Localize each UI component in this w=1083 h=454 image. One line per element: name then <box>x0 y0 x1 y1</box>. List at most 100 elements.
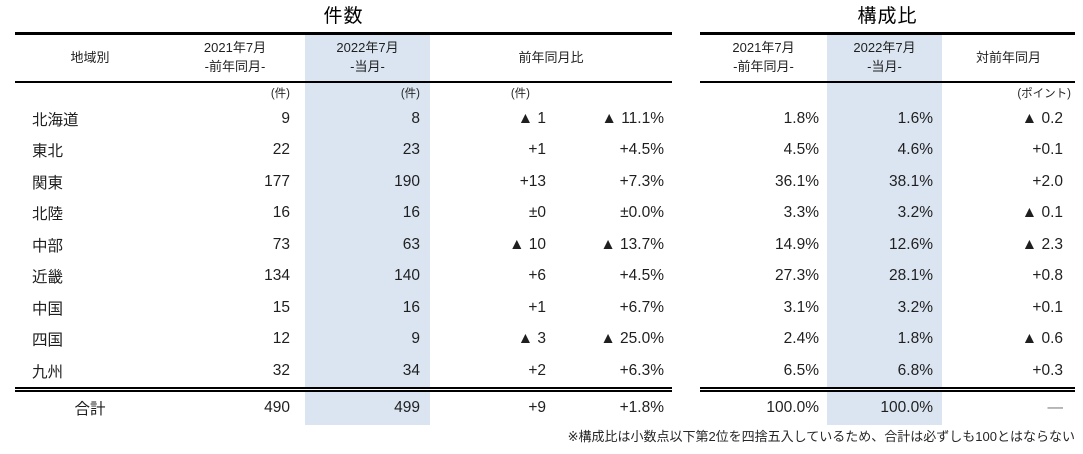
prev-month-count: 22 <box>272 141 290 159</box>
yoy-diff: +1 <box>528 298 546 316</box>
table-row: 27.3% 28.1% +0.8 <box>700 260 1075 292</box>
header-prev-month: 2021年7月 -前年同月- <box>203 40 267 74</box>
curr-month-count: 9 <box>305 323 430 355</box>
yoy-point-change: ▲ 0.1 <box>1021 204 1063 222</box>
yoy-point-change: +0.1 <box>1032 298 1063 316</box>
header-yoy: 前年同月比 <box>518 49 584 65</box>
yoy-diff: +9 <box>528 399 546 416</box>
prev-month-count: 12 <box>272 330 290 348</box>
unit-yoy: (件) <box>510 88 530 100</box>
header-change: 対前年同月 <box>975 49 1041 65</box>
table-row: 九州 32 34 +2 +6.3% <box>15 355 672 387</box>
table-row: 4.5% 4.6% +0.1 <box>700 134 1075 166</box>
prev-month-count: 134 <box>264 267 290 285</box>
table-row: 四国 12 9 ▲ 3 ▲ 25.0% <box>15 323 672 355</box>
curr-month-ratio: 1.6% <box>827 103 942 135</box>
table-row: 合計 490 499 +9 +1.8% <box>15 391 672 425</box>
table-row: 1.8% 1.6% ▲ 0.2 <box>700 103 1075 135</box>
table-row: 北陸 16 16 ±0 ±0.0% <box>15 197 672 229</box>
unit-prev: (件) <box>270 88 290 100</box>
curr-month-ratio: 100.0% <box>827 391 942 425</box>
ratio-table-total-row: 100.0% 100.0% — <box>700 386 1075 425</box>
yoy-diff: +13 <box>519 172 546 190</box>
yoy-point-change: +0.8 <box>1032 267 1063 285</box>
prev-month-count: 177 <box>264 172 290 190</box>
table-row: 北海道 9 8 ▲ 1 ▲ 11.1% <box>15 103 672 135</box>
prev-month-ratio: 1.8% <box>783 109 819 127</box>
region-label: 北陸 <box>32 206 64 224</box>
yoy-point-change: +0.3 <box>1032 361 1063 379</box>
curr-month-count: 140 <box>305 260 430 292</box>
prev-month-count: 32 <box>272 361 290 379</box>
prev-month-ratio: 3.1% <box>783 298 819 316</box>
ratio-table-body: 1.8% 1.6% ▲ 0.2 4.5% 4.6% +0.1 36.1% 38.1% +2.0 3… <box>700 103 1075 387</box>
curr-month-ratio: 6.8% <box>827 355 942 387</box>
region-label: 九州 <box>32 363 64 381</box>
header-curr-month: 2022年7月 -当月- <box>305 35 430 81</box>
curr-month-count: 63 <box>305 229 430 261</box>
unit-points: (ポイント) <box>1017 88 1071 100</box>
count-table-body: 北海道 9 8 ▲ 1 ▲ 11.1% 東北 22 23 +1 +4.5% 関東 177 190 +13 +… <box>15 103 672 387</box>
table-row: 36.1% 38.1% +2.0 <box>700 166 1075 198</box>
region-label: 中部 <box>32 237 64 255</box>
yoy-point-change: ▲ 2.3 <box>1021 235 1063 253</box>
prev-month-ratio: 14.9% <box>775 235 819 253</box>
count-table-header: 地域別 2021年7月 -前年同月- 2022年7月 -当月- 前年同月比 <box>15 32 672 83</box>
prev-month-ratio: 27.3% <box>775 267 819 285</box>
curr-month-count: 190 <box>305 166 430 198</box>
prev-month-count: 15 <box>272 298 290 316</box>
yoy-point-change: +2.0 <box>1032 172 1063 190</box>
curr-month-count: 16 <box>305 197 430 229</box>
curr-month-count: 23 <box>305 134 430 166</box>
yoy-percent: ±0.0% <box>620 204 664 222</box>
table-row: 3.1% 3.2% +0.1 <box>700 292 1075 324</box>
ratio-table: 構成比 2021年7月 -前年同月- 2022年7月 -当月- 対前年同月 <box>700 2 1075 425</box>
yoy-point-change: +0.1 <box>1032 141 1063 159</box>
region-label: 近畿 <box>32 269 64 287</box>
prev-month-ratio: 3.3% <box>783 204 819 222</box>
table-row: 東北 22 23 +1 +4.5% <box>15 134 672 166</box>
count-table-units: (件) (件) (件) <box>15 83 672 103</box>
table-row: 6.5% 6.8% +0.3 <box>700 355 1075 387</box>
yoy-percent: ▲ 11.1% <box>601 109 664 127</box>
curr-month-ratio: 28.1% <box>827 260 942 292</box>
table-row: 関東 177 190 +13 +7.3% <box>15 166 672 198</box>
yoy-diff: +2 <box>528 361 546 379</box>
region-label: 東北 <box>32 143 64 161</box>
prev-month-count: 9 <box>281 109 290 127</box>
region-label: 中国 <box>32 300 64 318</box>
table-row: 3.3% 3.2% ▲ 0.1 <box>700 197 1075 229</box>
table-row: 14.9% 12.6% ▲ 2.3 <box>700 229 1075 261</box>
prev-month-count: 490 <box>264 399 290 416</box>
yoy-percent: +7.3% <box>619 172 664 190</box>
prev-month-ratio: 4.5% <box>783 141 819 159</box>
region-label: 北海道 <box>32 111 79 129</box>
curr-month-count: 499 <box>305 391 430 425</box>
ratio-table-title: 構成比 <box>857 6 918 27</box>
yoy-percent: +4.5% <box>619 141 664 159</box>
prev-month-ratio: 2.4% <box>783 330 819 348</box>
header-prev-month: 2021年7月 -前年同月- <box>732 40 795 74</box>
prev-month-count: 73 <box>272 235 290 253</box>
header-region: 地域別 <box>70 49 110 65</box>
yoy-diff: ±0 <box>528 204 546 222</box>
prev-month-count: 16 <box>272 204 290 222</box>
count-table: 件数 地域別 2021年7月 -前年同月- 2022年7月 -当月- 前年同月比 <box>15 2 672 425</box>
yoy-percent: +6.7% <box>619 298 664 316</box>
region-label: 関東 <box>32 174 64 192</box>
yoy-diff: ▲ 3 <box>517 330 546 348</box>
footnote: ※構成比は小数点以下第2位を四捨五入しているため、合計は必ずしも100とはならな… <box>567 429 1075 444</box>
table-row: 2.4% 1.8% ▲ 0.6 <box>700 323 1075 355</box>
curr-month-ratio: 3.2% <box>827 197 942 229</box>
yoy-percent: ▲ 25.0% <box>600 330 664 348</box>
table-row: 中国 15 16 +1 +6.7% <box>15 292 672 324</box>
curr-month-count: 16 <box>305 292 430 324</box>
unit-curr: (件) <box>305 83 430 103</box>
curr-month-count: 8 <box>305 103 430 135</box>
yoy-percent: ▲ 13.7% <box>600 235 664 253</box>
curr-month-ratio: 1.8% <box>827 323 942 355</box>
yoy-point-change: — <box>1047 399 1064 416</box>
count-table-title: 件数 <box>323 6 364 27</box>
yoy-diff: ▲ 1 <box>517 109 546 127</box>
prev-month-ratio: 6.5% <box>783 361 819 379</box>
